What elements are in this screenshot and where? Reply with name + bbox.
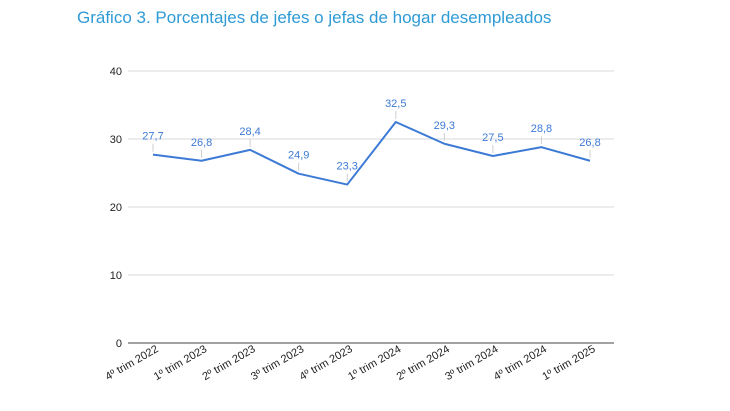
data-labels: 27,7 26,8 28,4 24,9 23,3 32,5 29,3 27,5 28,8 26,8 xyxy=(142,98,601,182)
x-category-label: 4º trim 2023 xyxy=(298,343,355,383)
x-category-label: 4º trim 2024 xyxy=(492,343,549,383)
data-label: 26,8 xyxy=(579,137,600,149)
series-line xyxy=(152,121,591,186)
data-label: 23,3 xyxy=(337,161,358,173)
data-label: 28,8 xyxy=(531,123,552,135)
y-tick-label: 20 xyxy=(110,202,122,214)
x-category-label: 1º trim 2024 xyxy=(346,343,403,383)
chart-title: Gráfico 3. Porcentajes de jefes o jefas … xyxy=(77,8,552,27)
x-category-label: 2º trim 2023 xyxy=(200,343,257,383)
y-tick-label: 10 xyxy=(110,270,122,282)
data-label: 29,3 xyxy=(434,120,455,132)
gridlines xyxy=(128,70,614,344)
y-tick-label: 40 xyxy=(110,66,122,78)
data-label: 27,5 xyxy=(482,132,503,144)
y-tick-label: 0 xyxy=(116,338,122,350)
x-category-label: 1º trim 2023 xyxy=(152,343,209,383)
data-label: 27,7 xyxy=(142,131,163,143)
x-category-label: 1º trim 2025 xyxy=(540,343,597,383)
data-series xyxy=(152,121,591,186)
x-category-label: 3º trim 2024 xyxy=(443,343,500,383)
data-label: 24,9 xyxy=(288,150,309,162)
data-label: 32,5 xyxy=(385,98,406,110)
x-category-label: 3º trim 2023 xyxy=(249,343,306,383)
data-label: 28,4 xyxy=(239,126,260,138)
y-tick-label: 30 xyxy=(110,134,122,146)
x-category-label: 2º trim 2024 xyxy=(395,343,452,383)
x-category-label: 4º trim 2022 xyxy=(103,343,160,383)
data-label: 26,8 xyxy=(191,137,212,149)
y-axis-ticks: 0 10 20 30 40 xyxy=(110,66,122,350)
